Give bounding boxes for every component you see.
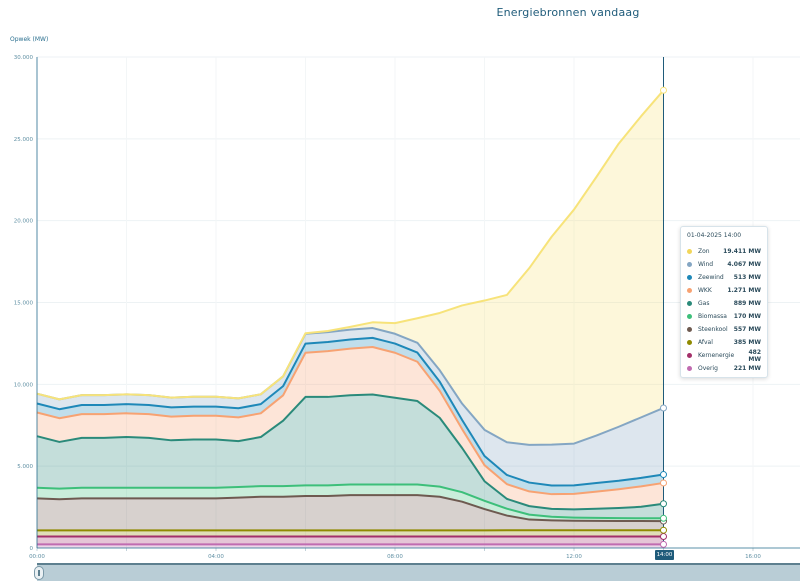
cursor-marker-kernenergie xyxy=(660,532,667,540)
y-tick-label: 20.000 xyxy=(14,219,34,225)
tooltip-row-value: 221 MW xyxy=(733,365,761,372)
tooltip-header: 01-04-2025 14:00 xyxy=(687,232,742,239)
legend-dot-icon xyxy=(687,288,692,293)
area-afval xyxy=(37,530,664,537)
tooltip-row-value: 1.271 MW xyxy=(727,287,761,294)
legend-dot-icon xyxy=(687,314,692,319)
tooltip-row: Zon 19.411 MW xyxy=(681,245,767,258)
y-tick-label: 30.000 xyxy=(14,55,34,61)
tooltip-row: Afval 385 MW xyxy=(681,336,767,349)
tooltip-row-label: Afval xyxy=(698,339,713,346)
tooltip-row-label: Zon xyxy=(698,248,710,255)
area-zon xyxy=(37,90,664,445)
line-zeewind xyxy=(36,336,664,487)
x-tick-label: 16:00 xyxy=(745,554,761,560)
cursor-marker-overig xyxy=(660,540,667,548)
tooltip-row-label: Wind xyxy=(698,261,714,268)
tooltip-row-value: 513 MW xyxy=(733,274,761,281)
range-navigator[interactable] xyxy=(37,565,800,581)
tooltip-row-label: WKK xyxy=(698,287,712,294)
area-wind xyxy=(37,328,664,486)
x-tick-label: 12:00 xyxy=(566,554,582,560)
tooltip-row-value: 482 MW xyxy=(748,348,761,363)
tooltip: 01-04-2025 14:00 Zon 19.411 MW Wind 4.067 M… xyxy=(680,226,768,378)
cursor-time-badge: 14:00 xyxy=(655,550,674,560)
cursor-marker-biomassa xyxy=(660,514,667,522)
chart-title: Energiebronnen vandaag xyxy=(496,6,640,19)
line-steenkool xyxy=(36,494,664,523)
legend-dot-icon xyxy=(687,353,692,358)
y-axis-label: Opwek (MW) xyxy=(10,36,49,43)
area-wkk xyxy=(37,347,664,510)
line-biomassa xyxy=(36,483,664,520)
tooltip-row-label: Zeewind xyxy=(698,274,724,281)
tooltip-row-label: Steenkool xyxy=(698,326,728,333)
tooltip-row-label: Biomassa xyxy=(698,313,727,320)
tooltip-row-label: Gas xyxy=(698,300,710,307)
axes: 0 5.000 10.000 15.000 20.000 25.000 30.000 00:0… xyxy=(14,55,800,560)
area-steenkool xyxy=(37,495,664,531)
x-tick-label: 00:00 xyxy=(29,554,45,560)
area-kernenergie xyxy=(37,536,664,545)
y-tick-label: 25.000 xyxy=(14,137,34,143)
tooltip-row: Kernenergie 482 MW xyxy=(681,348,767,363)
tooltip-row-value: 19.411 MW xyxy=(723,248,761,255)
line-gas xyxy=(36,393,664,511)
y-tick-label: 10.000 xyxy=(14,382,34,388)
navigator-track xyxy=(37,563,800,565)
y-tick-label: 5.000 xyxy=(17,464,33,470)
tooltip-row: Overig 221 MW xyxy=(681,362,767,375)
cursor-marker-zon xyxy=(660,86,667,94)
cursor-marker-zeewind xyxy=(660,471,667,479)
tooltip-row: WKK 1.271 MW xyxy=(681,284,767,297)
cursor-marker-wind xyxy=(660,404,667,412)
tooltip-row: Steenkool 557 MW xyxy=(681,323,767,336)
tooltip-row-value: 4.067 MW xyxy=(727,261,761,268)
legend-dot-icon xyxy=(687,340,692,345)
navigator-handle[interactable] xyxy=(34,566,44,580)
x-tick-label: 04:00 xyxy=(208,554,224,560)
tooltip-row-value: 557 MW xyxy=(733,326,761,333)
y-tick-label: 0 xyxy=(30,546,34,552)
tooltip-row-value: 170 MW xyxy=(733,313,761,320)
legend-dot-icon xyxy=(687,249,692,254)
tooltip-row-value: 385 MW xyxy=(733,339,761,346)
tooltip-row: Wind 4.067 MW xyxy=(681,258,767,271)
y-tick-label: 15.000 xyxy=(14,301,34,307)
cursor-marker-afval xyxy=(660,526,667,534)
tooltip-row: Biomassa 170 MW xyxy=(681,310,767,323)
legend-dot-icon xyxy=(687,301,692,306)
x-tick-label: 08:00 xyxy=(387,554,403,560)
series-lines xyxy=(36,89,665,546)
tooltip-row-label: Kernenergie xyxy=(698,352,735,359)
cursor-markers xyxy=(660,57,667,548)
tooltip-row-label: Overig xyxy=(698,365,718,372)
legend-dot-icon xyxy=(687,366,692,371)
legend-dot-icon xyxy=(687,275,692,280)
legend-dot-icon xyxy=(687,327,692,332)
line-zon xyxy=(36,89,665,401)
stacked-areas xyxy=(37,90,664,548)
line-wkk xyxy=(36,346,664,496)
tooltip-row-value: 889 MW xyxy=(733,300,761,307)
tooltip-row: Gas 889 MW xyxy=(681,297,767,310)
tooltip-row: Zeewind 513 MW xyxy=(681,271,767,284)
area-biomassa xyxy=(37,484,664,522)
cursor-marker-gas xyxy=(660,500,667,508)
cursor-marker-wkk xyxy=(660,479,667,487)
legend-dot-icon xyxy=(687,262,692,267)
